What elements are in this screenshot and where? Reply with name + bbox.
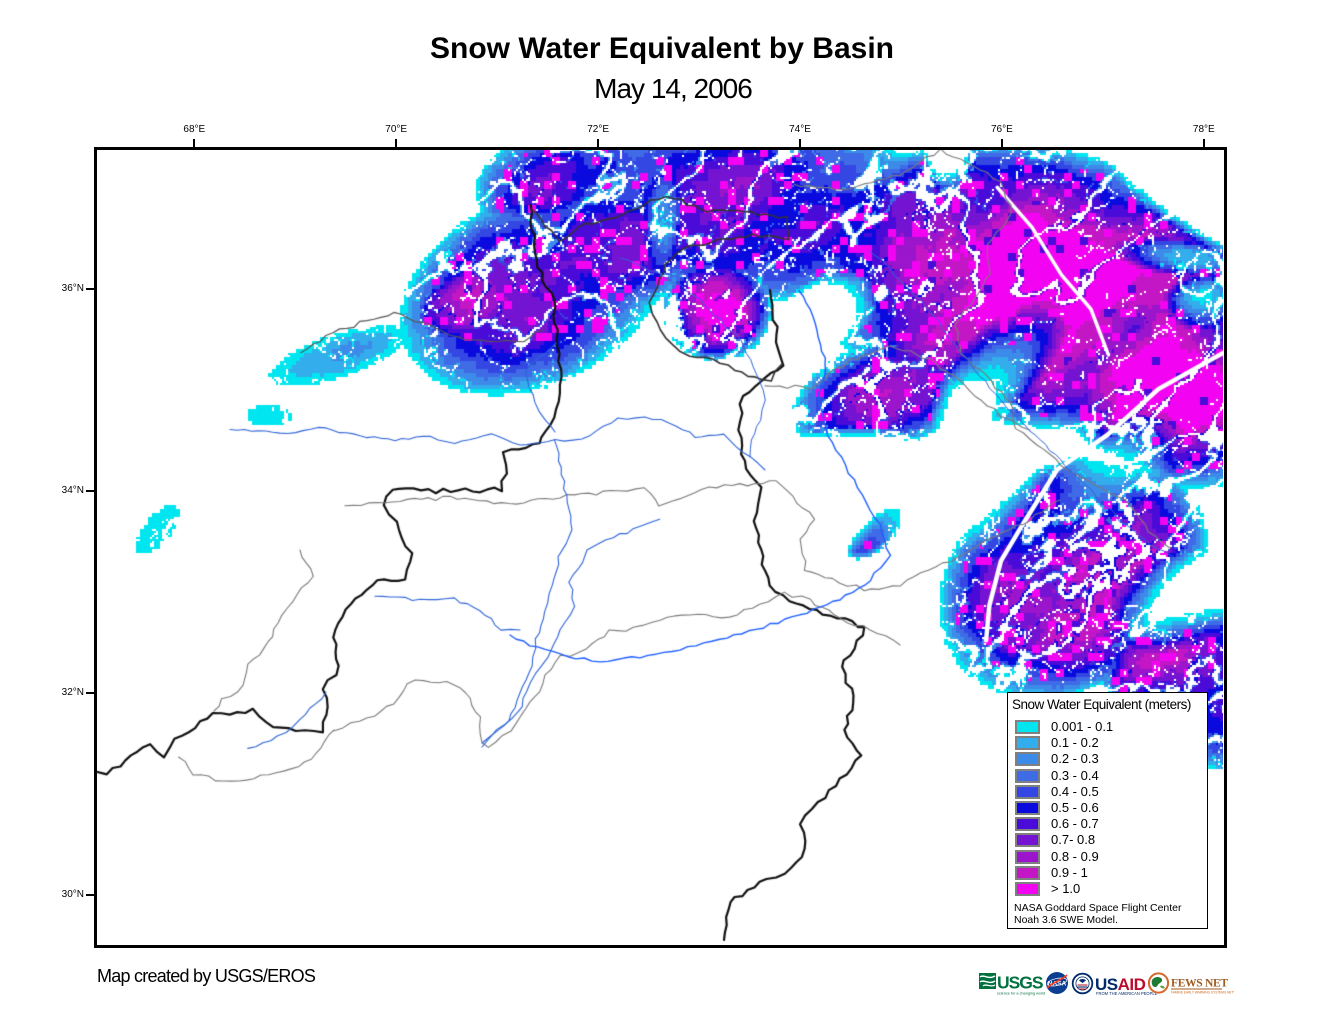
- svg-text:USGS: USGS: [997, 973, 1043, 993]
- svg-text:USAID: USAID: [1095, 975, 1146, 994]
- svg-text:science for a changing world: science for a changing world: [997, 992, 1045, 996]
- svg-text:NASA: NASA: [1048, 981, 1067, 988]
- svg-text:FAMINE EARLY WARNING SYSTEMS N: FAMINE EARLY WARNING SYSTEMS NETWORK: [1171, 991, 1234, 995]
- svg-text:FEWS NET: FEWS NET: [1171, 978, 1228, 990]
- svg-text:FROM THE AMERICAN PEOPLE: FROM THE AMERICAN PEOPLE: [1096, 991, 1158, 996]
